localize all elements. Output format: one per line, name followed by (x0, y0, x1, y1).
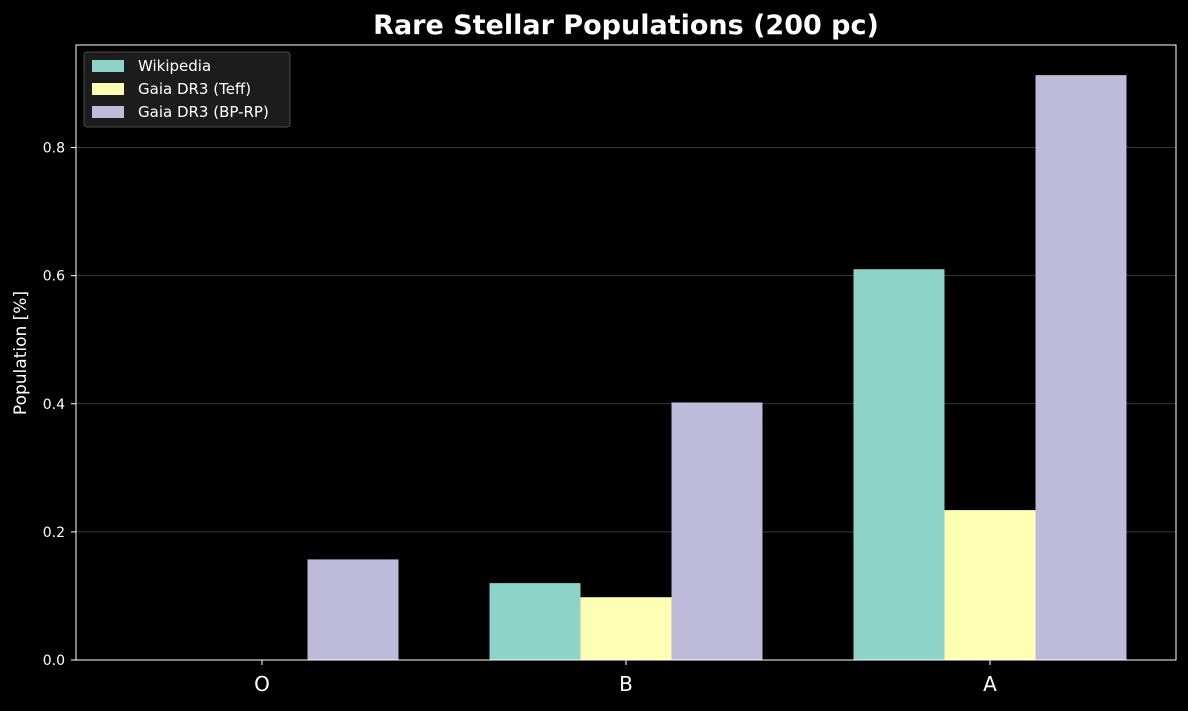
bar-B-3 (671, 402, 763, 660)
bars (307, 75, 1127, 660)
y-tick-label: 0.0 (43, 653, 65, 669)
y-axis-label: Population [%] (11, 291, 31, 415)
axes: 0.0 0.2 0.4 0.6 0.8 O B A (43, 44, 1177, 696)
bar-A-2 (944, 510, 1036, 660)
y-tick-label: 0.2 (43, 525, 65, 541)
legend-box (83, 51, 291, 128)
legend-entry-label: Gaia DR3 (BP-RP) (138, 103, 269, 121)
plot-frame (75, 44, 1177, 661)
bar-A-3 (1035, 75, 1127, 660)
x-tick-label: B (619, 672, 633, 696)
bar-A-1 (853, 269, 945, 660)
legend: Wikipedia Gaia DR3 (Teff) Gaia DR3 (BP-RP) (83, 51, 291, 128)
bar-B-1 (489, 583, 581, 660)
bar-B-2 (580, 597, 672, 660)
y-tick-label: 0.4 (43, 397, 65, 413)
legend-entry-label: Gaia DR3 (Teff) (138, 80, 251, 98)
legend-swatch (92, 83, 124, 95)
y-tick-label: 0.6 (43, 269, 65, 285)
legend-entry-label: Wikipedia (138, 57, 211, 75)
chart-title: Rare Stellar Populations (200 pc) (373, 10, 879, 41)
legend-swatch (92, 106, 124, 118)
bar-O-3 (307, 559, 399, 660)
grid-lines (76, 147, 1176, 533)
x-tick-label: O (254, 672, 270, 696)
legend-swatch (92, 60, 124, 72)
y-tick-label: 0.8 (43, 141, 65, 157)
x-tick-label: A (983, 672, 997, 696)
